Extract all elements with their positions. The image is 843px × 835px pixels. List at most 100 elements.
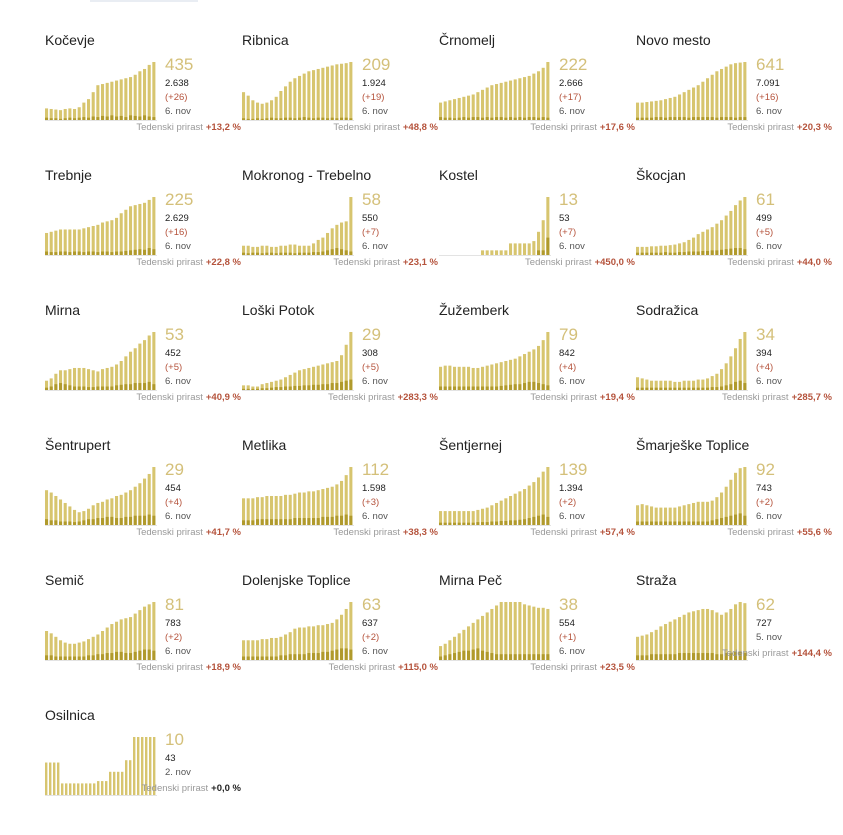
active-cases-bar	[54, 230, 58, 255]
active-cases-bar	[518, 78, 522, 120]
active-cases-bar	[439, 646, 443, 660]
new-cases-bar	[715, 654, 719, 660]
new-cases-bar	[330, 249, 334, 255]
active-cases-value: 62	[756, 595, 775, 614]
municipality-name: Mokronog - Trebelno	[242, 167, 372, 183]
new-cases-bar	[73, 118, 77, 120]
new-cases-bar	[650, 117, 654, 120]
weekly-growth-value: +19,4 %	[599, 392, 635, 403]
active-cases-bar	[45, 232, 49, 255]
active-cases-bar	[509, 359, 513, 390]
new-cases-bar	[692, 653, 696, 660]
new-cases-bar	[499, 385, 503, 390]
new-cases-bar	[63, 656, 67, 660]
new-cases-bar	[307, 385, 311, 390]
active-cases-bar	[687, 239, 691, 255]
active-cases-bar	[152, 602, 156, 660]
new-cases-bar	[734, 117, 738, 120]
active-cases-bar	[143, 606, 147, 660]
new-cases-bar	[513, 654, 517, 660]
active-cases-bar	[312, 243, 316, 255]
active-cases-bar	[743, 197, 747, 255]
active-cases-bar	[710, 227, 714, 255]
active-cases-bar	[251, 498, 255, 525]
new-cases-bar	[63, 251, 67, 255]
new-cases-bar	[743, 515, 747, 525]
new-cases-bar	[91, 519, 95, 525]
new-cases-bar	[307, 653, 311, 660]
new-cases-bar	[340, 381, 344, 390]
active-cases-bar	[349, 602, 353, 660]
active-cases-bar	[251, 386, 255, 390]
new-cases-bar	[284, 117, 288, 120]
new-cases-bar	[471, 522, 475, 525]
active-cases-bar	[678, 94, 682, 120]
new-cases-bar	[279, 655, 283, 660]
active-cases-bar	[68, 229, 72, 255]
new-cases-bar	[87, 655, 91, 660]
active-cases-bar	[706, 608, 710, 660]
weekly-growth: Tedenski prirast +41,7 %	[136, 527, 241, 539]
active-cases-bar	[284, 377, 288, 390]
active-cases-bar	[57, 762, 60, 795]
active-cases-bar	[682, 92, 686, 120]
active-cases-bar	[499, 362, 503, 390]
weekly-growth-value: +17,6 %	[599, 122, 635, 133]
new-cases-bar	[73, 386, 77, 390]
new-cases-bar	[453, 522, 457, 525]
active-cases-bar	[471, 94, 475, 120]
active-cases-bar	[344, 63, 348, 120]
new-cases-bar	[532, 654, 536, 660]
new-cases-bar	[143, 249, 147, 255]
new-cases-bar	[321, 516, 325, 525]
active-cases-bar	[125, 760, 128, 795]
active-cases-bar	[105, 367, 109, 390]
active-cases-bar	[133, 205, 137, 255]
weekly-growth-value: +44,0 %	[796, 257, 832, 268]
active-cases-bar	[133, 74, 137, 120]
sparkline-chart	[636, 62, 748, 121]
total-cases-value: 452	[165, 348, 181, 359]
weekly-growth-label: Tedenski prirast	[727, 122, 794, 133]
active-cases-bar	[87, 639, 91, 660]
new-cases-bar	[715, 387, 719, 390]
date-label: 6. nov	[165, 511, 191, 522]
new-cases-bar	[701, 387, 705, 390]
new-cases-bar	[152, 384, 156, 390]
active-cases-value: 10	[165, 730, 184, 749]
active-cases-bar	[321, 67, 325, 120]
new-cases-bar	[682, 117, 686, 120]
active-cases-bar	[724, 612, 728, 660]
date-label: 6. nov	[756, 376, 782, 387]
new-cases-bar	[124, 250, 128, 255]
active-cases-bar	[82, 228, 86, 255]
active-cases-bar	[344, 344, 348, 390]
new-cases-bar	[710, 387, 714, 390]
new-cases-bar	[242, 520, 246, 525]
active-cases-bar	[462, 96, 466, 120]
active-cases-bar	[654, 246, 658, 255]
sparkline-chart	[45, 197, 157, 256]
new-cases-bar	[270, 252, 274, 255]
active-cases-bar	[251, 100, 255, 120]
active-cases-bar	[316, 490, 320, 525]
weekly-growth-value: +55,6 %	[796, 527, 832, 538]
date-label: 2. nov	[165, 767, 191, 778]
new-cases-bar	[654, 387, 658, 390]
active-cases-bar	[457, 633, 461, 660]
active-cases-bar	[490, 250, 494, 255]
new-cases-bar	[645, 117, 649, 120]
new-cases-bar	[298, 252, 302, 255]
active-cases-bar	[293, 244, 297, 255]
new-cases-bar	[321, 117, 325, 120]
active-cases-bar	[706, 378, 710, 390]
new-cases-bar	[298, 385, 302, 390]
new-cases-bar	[68, 656, 72, 660]
active-cases-bar	[96, 371, 100, 390]
new-cases-bar	[467, 522, 471, 525]
new-cases-bar	[659, 521, 663, 525]
new-cases-bar	[63, 521, 67, 525]
new-cases-bar	[645, 521, 649, 525]
active-cases-bar	[119, 619, 123, 660]
